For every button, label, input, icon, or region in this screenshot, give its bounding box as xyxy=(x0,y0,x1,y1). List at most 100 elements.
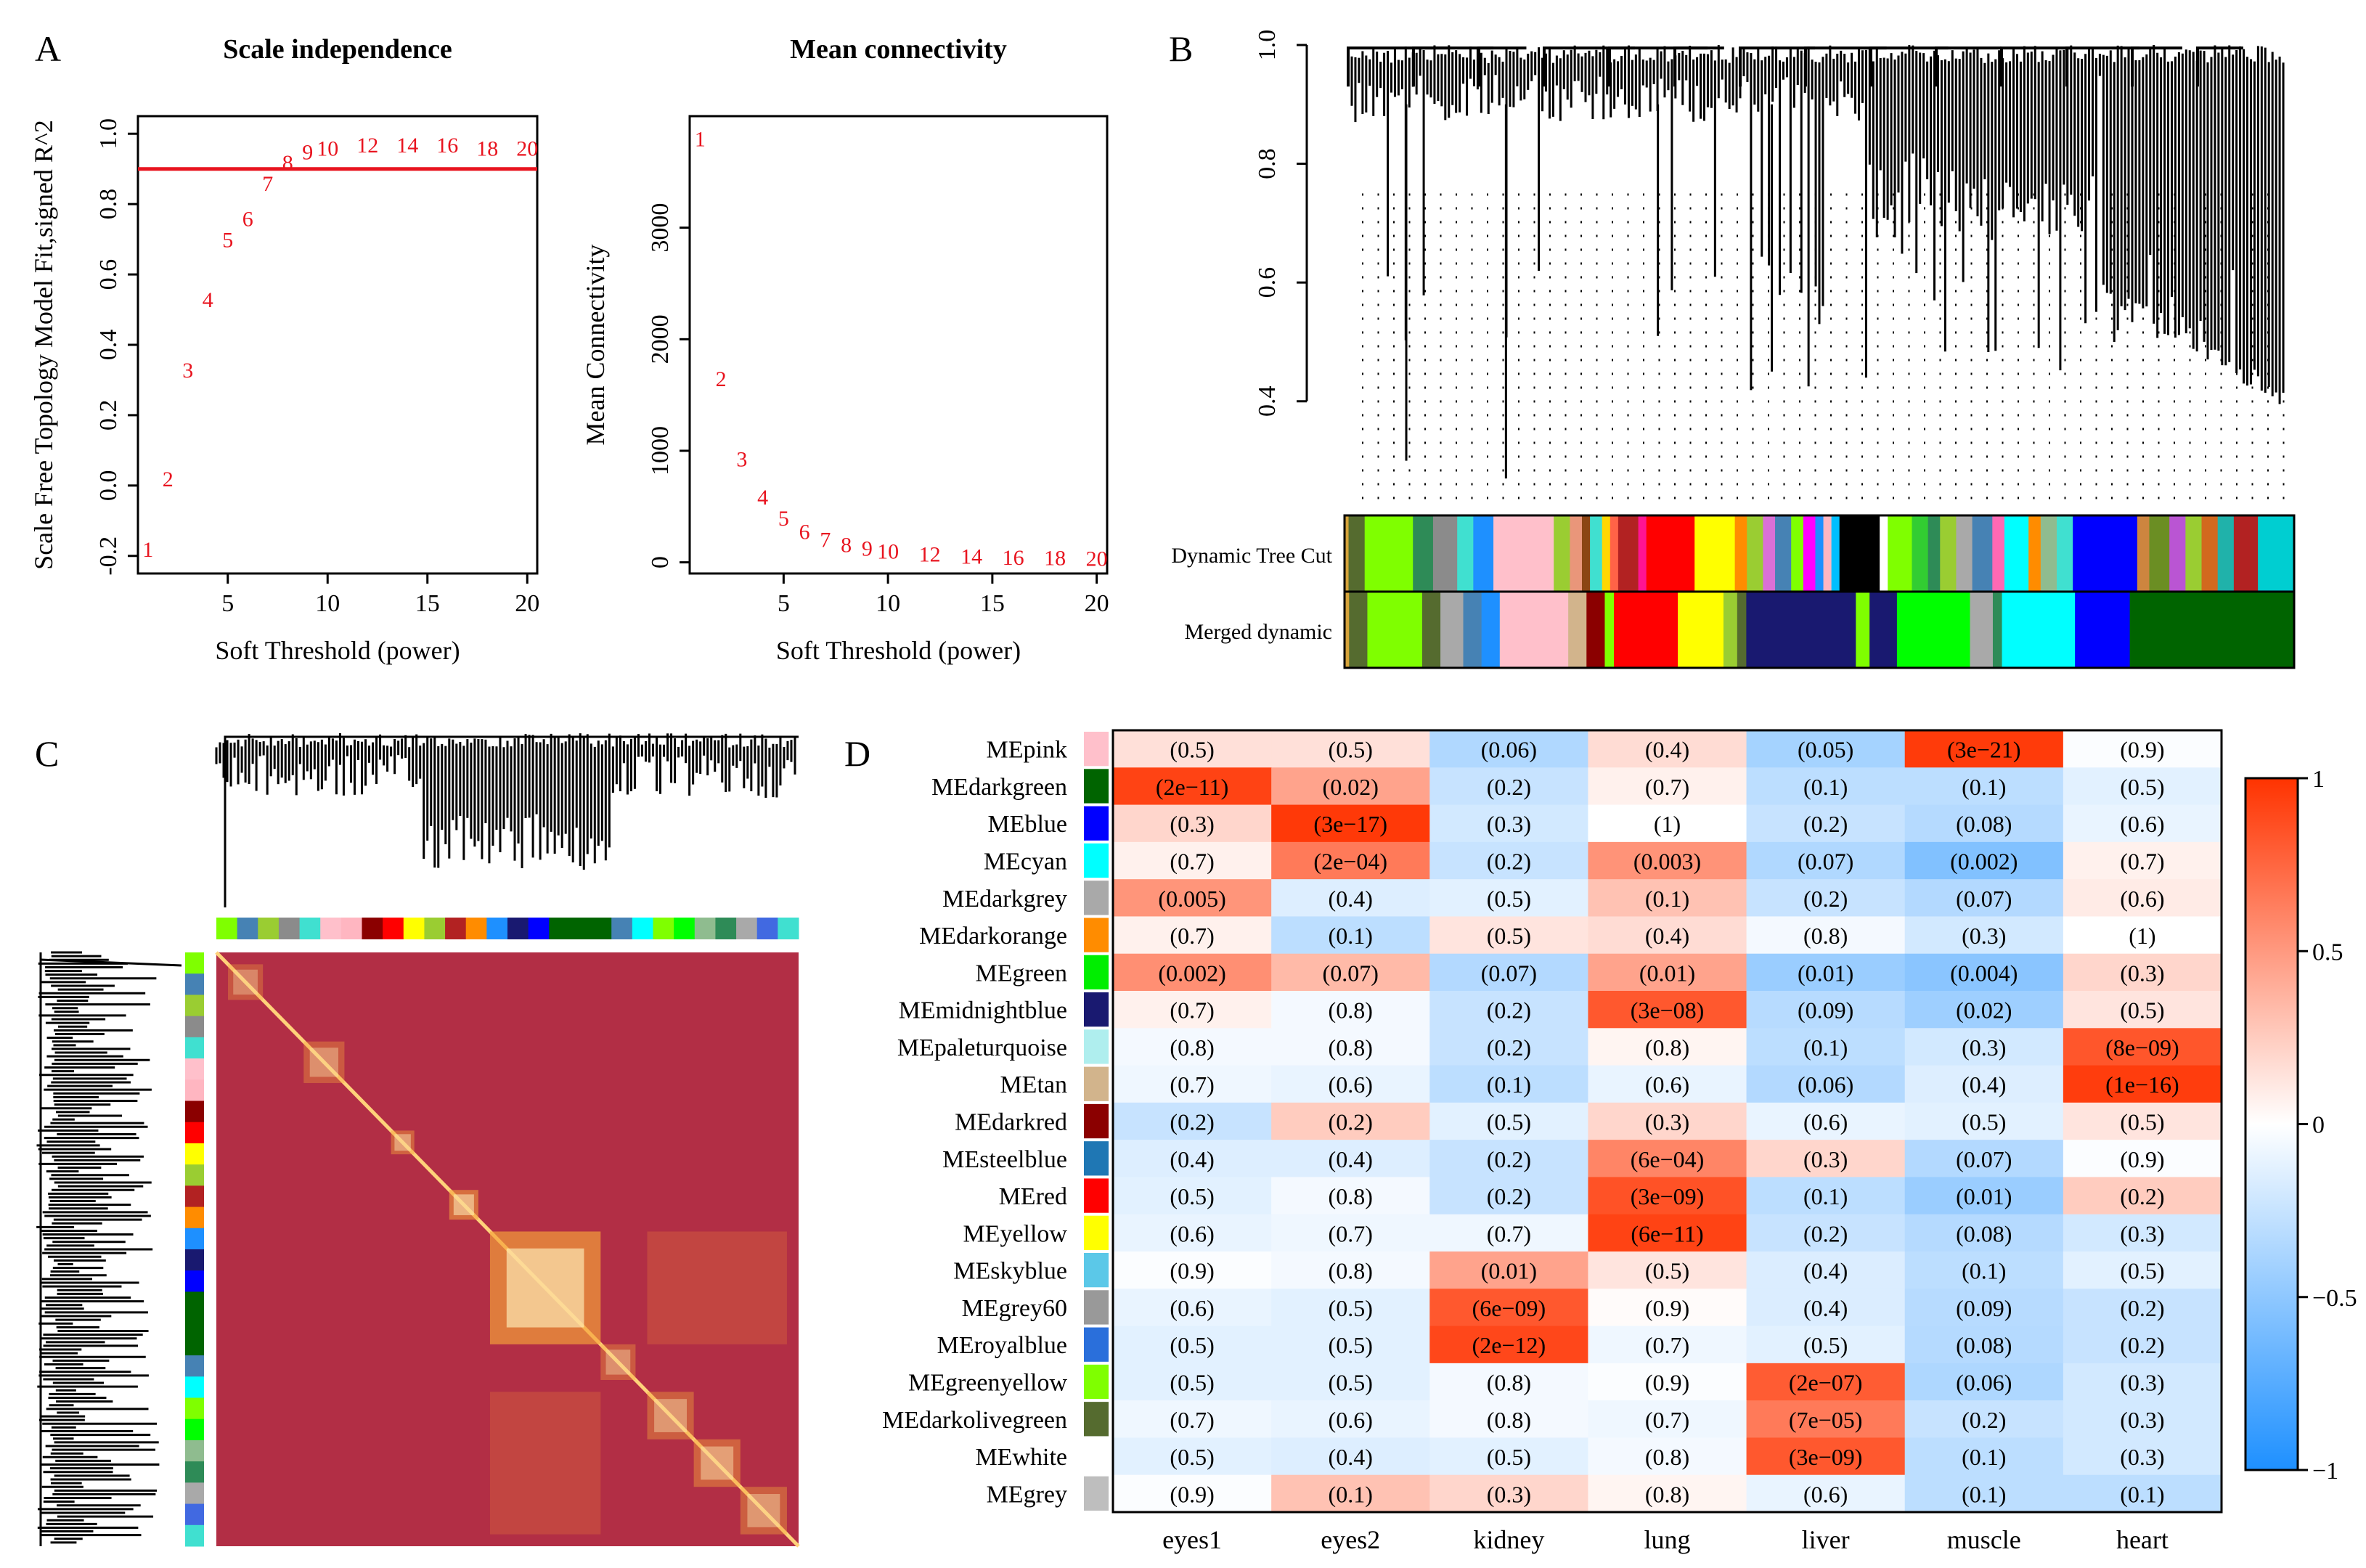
module-color-segment xyxy=(2075,592,2131,668)
cell-pvalue: (0.8) xyxy=(1329,1034,1373,1061)
module-color-segment xyxy=(2129,592,2295,668)
heatmap-offdiag-block xyxy=(647,1231,787,1344)
module-color-segment xyxy=(1992,592,2003,668)
heatmap-module-block xyxy=(647,1392,694,1440)
module-color-segment xyxy=(1803,515,1816,592)
module-name: MEdarkgreen xyxy=(931,774,1067,801)
cell-pvalue: (0.05) xyxy=(1798,737,1853,763)
dendrogram-branch xyxy=(1739,46,1816,87)
data-point: 7 xyxy=(820,528,831,552)
module-color-segment xyxy=(2217,515,2235,592)
module-name: MEgreenyellow xyxy=(908,1370,1067,1397)
cell-pvalue: (0.5) xyxy=(1962,1109,2006,1135)
module-bar-top xyxy=(736,918,758,939)
cell-pvalue: (6e−04) xyxy=(1631,1146,1705,1172)
cell-pvalue: (3e−09) xyxy=(1789,1444,1863,1470)
heatmap-cell xyxy=(1746,1177,1906,1215)
cell-pvalue: (0.1) xyxy=(1329,923,1373,949)
heatmap-cell xyxy=(1429,1289,1589,1327)
heatmap-cell xyxy=(1429,991,1589,1029)
heatmap-cell xyxy=(1588,1363,1747,1401)
heatmap-cell xyxy=(2063,953,2222,992)
module-color-segment xyxy=(1823,515,1832,592)
cell-pvalue: (0.1) xyxy=(1962,1258,2006,1284)
cell-pvalue: (0.2) xyxy=(1329,1109,1373,1135)
heatmap-cell xyxy=(1904,879,2064,918)
dendrogram-branch xyxy=(2131,46,2182,87)
module-color-segment xyxy=(1493,515,1554,592)
panel-label-d: D xyxy=(844,733,870,774)
heatmap-cell xyxy=(1746,767,1906,806)
cell-pvalue: (0.002) xyxy=(1158,960,1225,986)
heatmap-cell xyxy=(2063,1177,2222,1215)
module-bar-left xyxy=(185,1016,204,1038)
colorbar-tick-label: −0.5 xyxy=(2312,1285,2357,1312)
cell-pvalue: (0.06) xyxy=(1798,1071,1853,1098)
x-tick-label: 10 xyxy=(876,590,900,617)
data-point: 8 xyxy=(841,533,852,557)
plot-title: Mean connectivity xyxy=(790,34,1007,65)
y-axis-label: Scale Free Topology Model Fit,signed R^2 xyxy=(29,120,58,570)
color-row-frame xyxy=(1343,590,2296,669)
module-color-segment xyxy=(1638,515,1647,592)
data-point: 6 xyxy=(799,520,810,544)
heatmap-cell xyxy=(1429,1326,1589,1364)
y-tick-label: 0.4 xyxy=(1254,386,1281,417)
module-name: MEgrey60 xyxy=(962,1295,1067,1322)
y-tick-label: 0 xyxy=(647,556,674,568)
cell-pvalue: (0.08) xyxy=(1956,811,2012,837)
module-bar-left xyxy=(185,1101,204,1123)
heatmap-cell xyxy=(1429,1065,1589,1103)
heatmap-module-core xyxy=(309,1048,339,1077)
colorbar-tick-label: 0.5 xyxy=(2312,939,2343,965)
module-bar-left xyxy=(185,1206,204,1229)
cell-pvalue: (0.1) xyxy=(2120,1481,2164,1507)
module-color-segment xyxy=(1618,515,1639,592)
heatmap-cell xyxy=(1588,1065,1747,1103)
heatmap-cell xyxy=(1904,1214,2064,1252)
module-bar-left xyxy=(185,1355,204,1377)
cell-pvalue: (0.1) xyxy=(1487,1071,1531,1098)
heatmap-cell xyxy=(1904,1326,2064,1364)
heatmap-cell xyxy=(1271,1140,1430,1178)
cell-pvalue: (6e−11) xyxy=(1631,1220,1703,1246)
module-bar-top xyxy=(299,918,321,939)
cell-pvalue: (0.01) xyxy=(1639,960,1695,986)
heatmap-cell xyxy=(1429,767,1589,806)
plot-title: Scale independence xyxy=(223,34,452,65)
module-bar-top xyxy=(528,918,550,939)
cell-pvalue: (0.5) xyxy=(1329,1370,1373,1396)
module-color-segment xyxy=(1763,515,1776,592)
cell-pvalue: (0.09) xyxy=(1956,1295,2012,1321)
module-color-segment xyxy=(1723,592,1738,668)
heatmap-cell xyxy=(1271,1400,1430,1439)
x-tick-label: 15 xyxy=(980,590,1005,617)
heatmap-cell xyxy=(1113,1140,1272,1178)
heatmap-cell xyxy=(1113,991,1272,1029)
data-point: 10 xyxy=(877,540,899,564)
y-tick-label: 0.6 xyxy=(95,259,122,290)
data-point: 5 xyxy=(778,507,789,531)
heatmap-cell xyxy=(1904,1028,2064,1066)
heatmap-cell xyxy=(1271,1028,1430,1066)
cell-pvalue: (0.8) xyxy=(1329,1183,1373,1209)
module-trait-heatmap: MEpink (0.5) (0.5) (0.06) (0.4) (0.05) (3e−21)… xyxy=(882,729,2357,1554)
heatmap-cell xyxy=(1746,1214,1906,1252)
module-name: MEtan xyxy=(1000,1071,1067,1098)
cell-pvalue: (6e−09) xyxy=(1472,1295,1546,1321)
heatmap-cell xyxy=(1271,953,1430,992)
plot-frame xyxy=(136,115,539,575)
cell-pvalue: (0.2) xyxy=(1487,1146,1531,1172)
cell-pvalue: (0.8) xyxy=(1645,1444,1689,1470)
heatmap-cell xyxy=(1113,1028,1272,1066)
heatmap-module-block xyxy=(228,964,264,1000)
cell-pvalue: (0.6) xyxy=(1803,1481,1848,1507)
data-point: 14 xyxy=(960,544,982,568)
module-color-segment xyxy=(1610,515,1619,592)
heatmap-module-core xyxy=(605,1349,631,1375)
module-color-swatch xyxy=(1084,1253,1109,1288)
cell-pvalue: (0.7) xyxy=(1170,849,1214,875)
heatmap-cell xyxy=(1904,1177,2064,1215)
colorbar-tick-label: 0 xyxy=(2312,1112,2325,1139)
heatmap-module-core xyxy=(394,1134,411,1151)
